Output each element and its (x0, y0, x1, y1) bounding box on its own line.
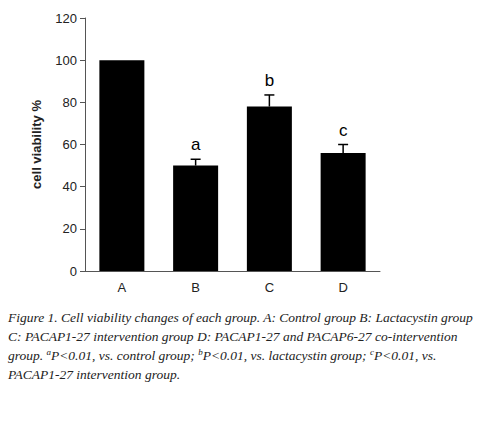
svg-text:cell viability %: cell viability % (29, 100, 44, 189)
svg-text:a: a (191, 135, 201, 154)
svg-text:D: D (338, 280, 347, 295)
svg-text:60: 60 (63, 137, 77, 152)
svg-text:c: c (339, 121, 348, 140)
svg-text:B: B (191, 280, 200, 295)
svg-text:80: 80 (63, 95, 77, 110)
svg-text:40: 40 (63, 179, 77, 194)
svg-text:20: 20 (63, 221, 77, 236)
svg-text:0: 0 (70, 264, 77, 279)
svg-text:A: A (118, 280, 127, 295)
svg-text:120: 120 (55, 11, 77, 26)
svg-text:b: b (265, 71, 274, 90)
svg-text:C: C (265, 280, 274, 295)
html-text:Figure 1. Cell viability chang: Figure 1. Cell viability changes of each… (8, 310, 473, 382)
svg-text:100: 100 (55, 53, 77, 68)
